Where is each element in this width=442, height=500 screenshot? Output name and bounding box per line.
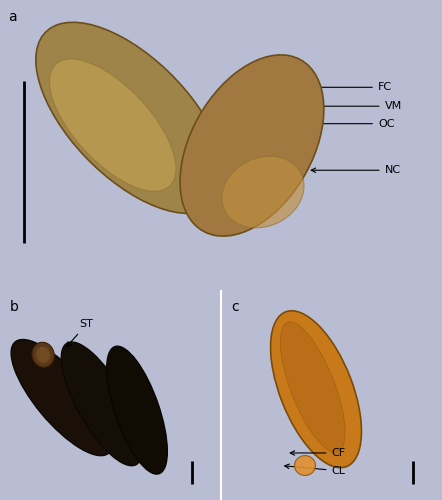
Text: VM: VM xyxy=(282,101,402,111)
Text: b: b xyxy=(10,300,19,314)
Ellipse shape xyxy=(36,22,225,214)
Ellipse shape xyxy=(271,311,362,468)
Ellipse shape xyxy=(294,456,316,475)
Ellipse shape xyxy=(222,156,304,228)
Ellipse shape xyxy=(180,55,324,236)
Text: c: c xyxy=(231,300,239,314)
Ellipse shape xyxy=(107,346,168,474)
Text: ST: ST xyxy=(67,320,93,346)
Text: a: a xyxy=(8,10,17,24)
Text: CL: CL xyxy=(285,464,346,475)
Ellipse shape xyxy=(32,342,54,367)
Text: FC: FC xyxy=(256,82,392,92)
Text: OC: OC xyxy=(269,118,394,128)
Ellipse shape xyxy=(50,59,176,191)
Ellipse shape xyxy=(61,342,142,466)
Text: NC: NC xyxy=(311,165,400,175)
Text: CF: CF xyxy=(290,448,346,458)
Ellipse shape xyxy=(36,346,50,363)
Ellipse shape xyxy=(11,340,113,456)
Ellipse shape xyxy=(280,322,345,452)
